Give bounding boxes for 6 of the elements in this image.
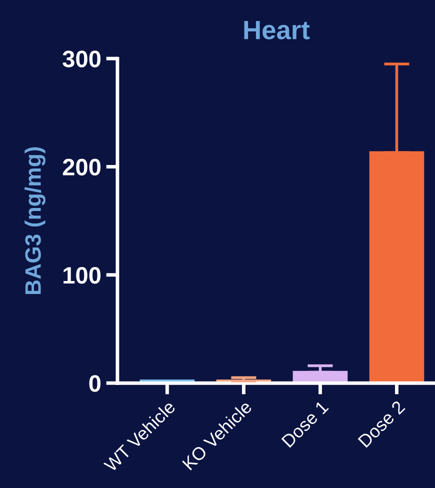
y-tick-label: 300: [62, 50, 101, 68]
y-tick-label: 0: [89, 375, 101, 392]
y-axis-title: BAG3 (ng/mg): [24, 147, 46, 294]
chart-title: Heart: [244, 20, 310, 40]
y-tick-label: 100: [64, 266, 101, 284]
y-tick-label: 200: [62, 158, 101, 176]
